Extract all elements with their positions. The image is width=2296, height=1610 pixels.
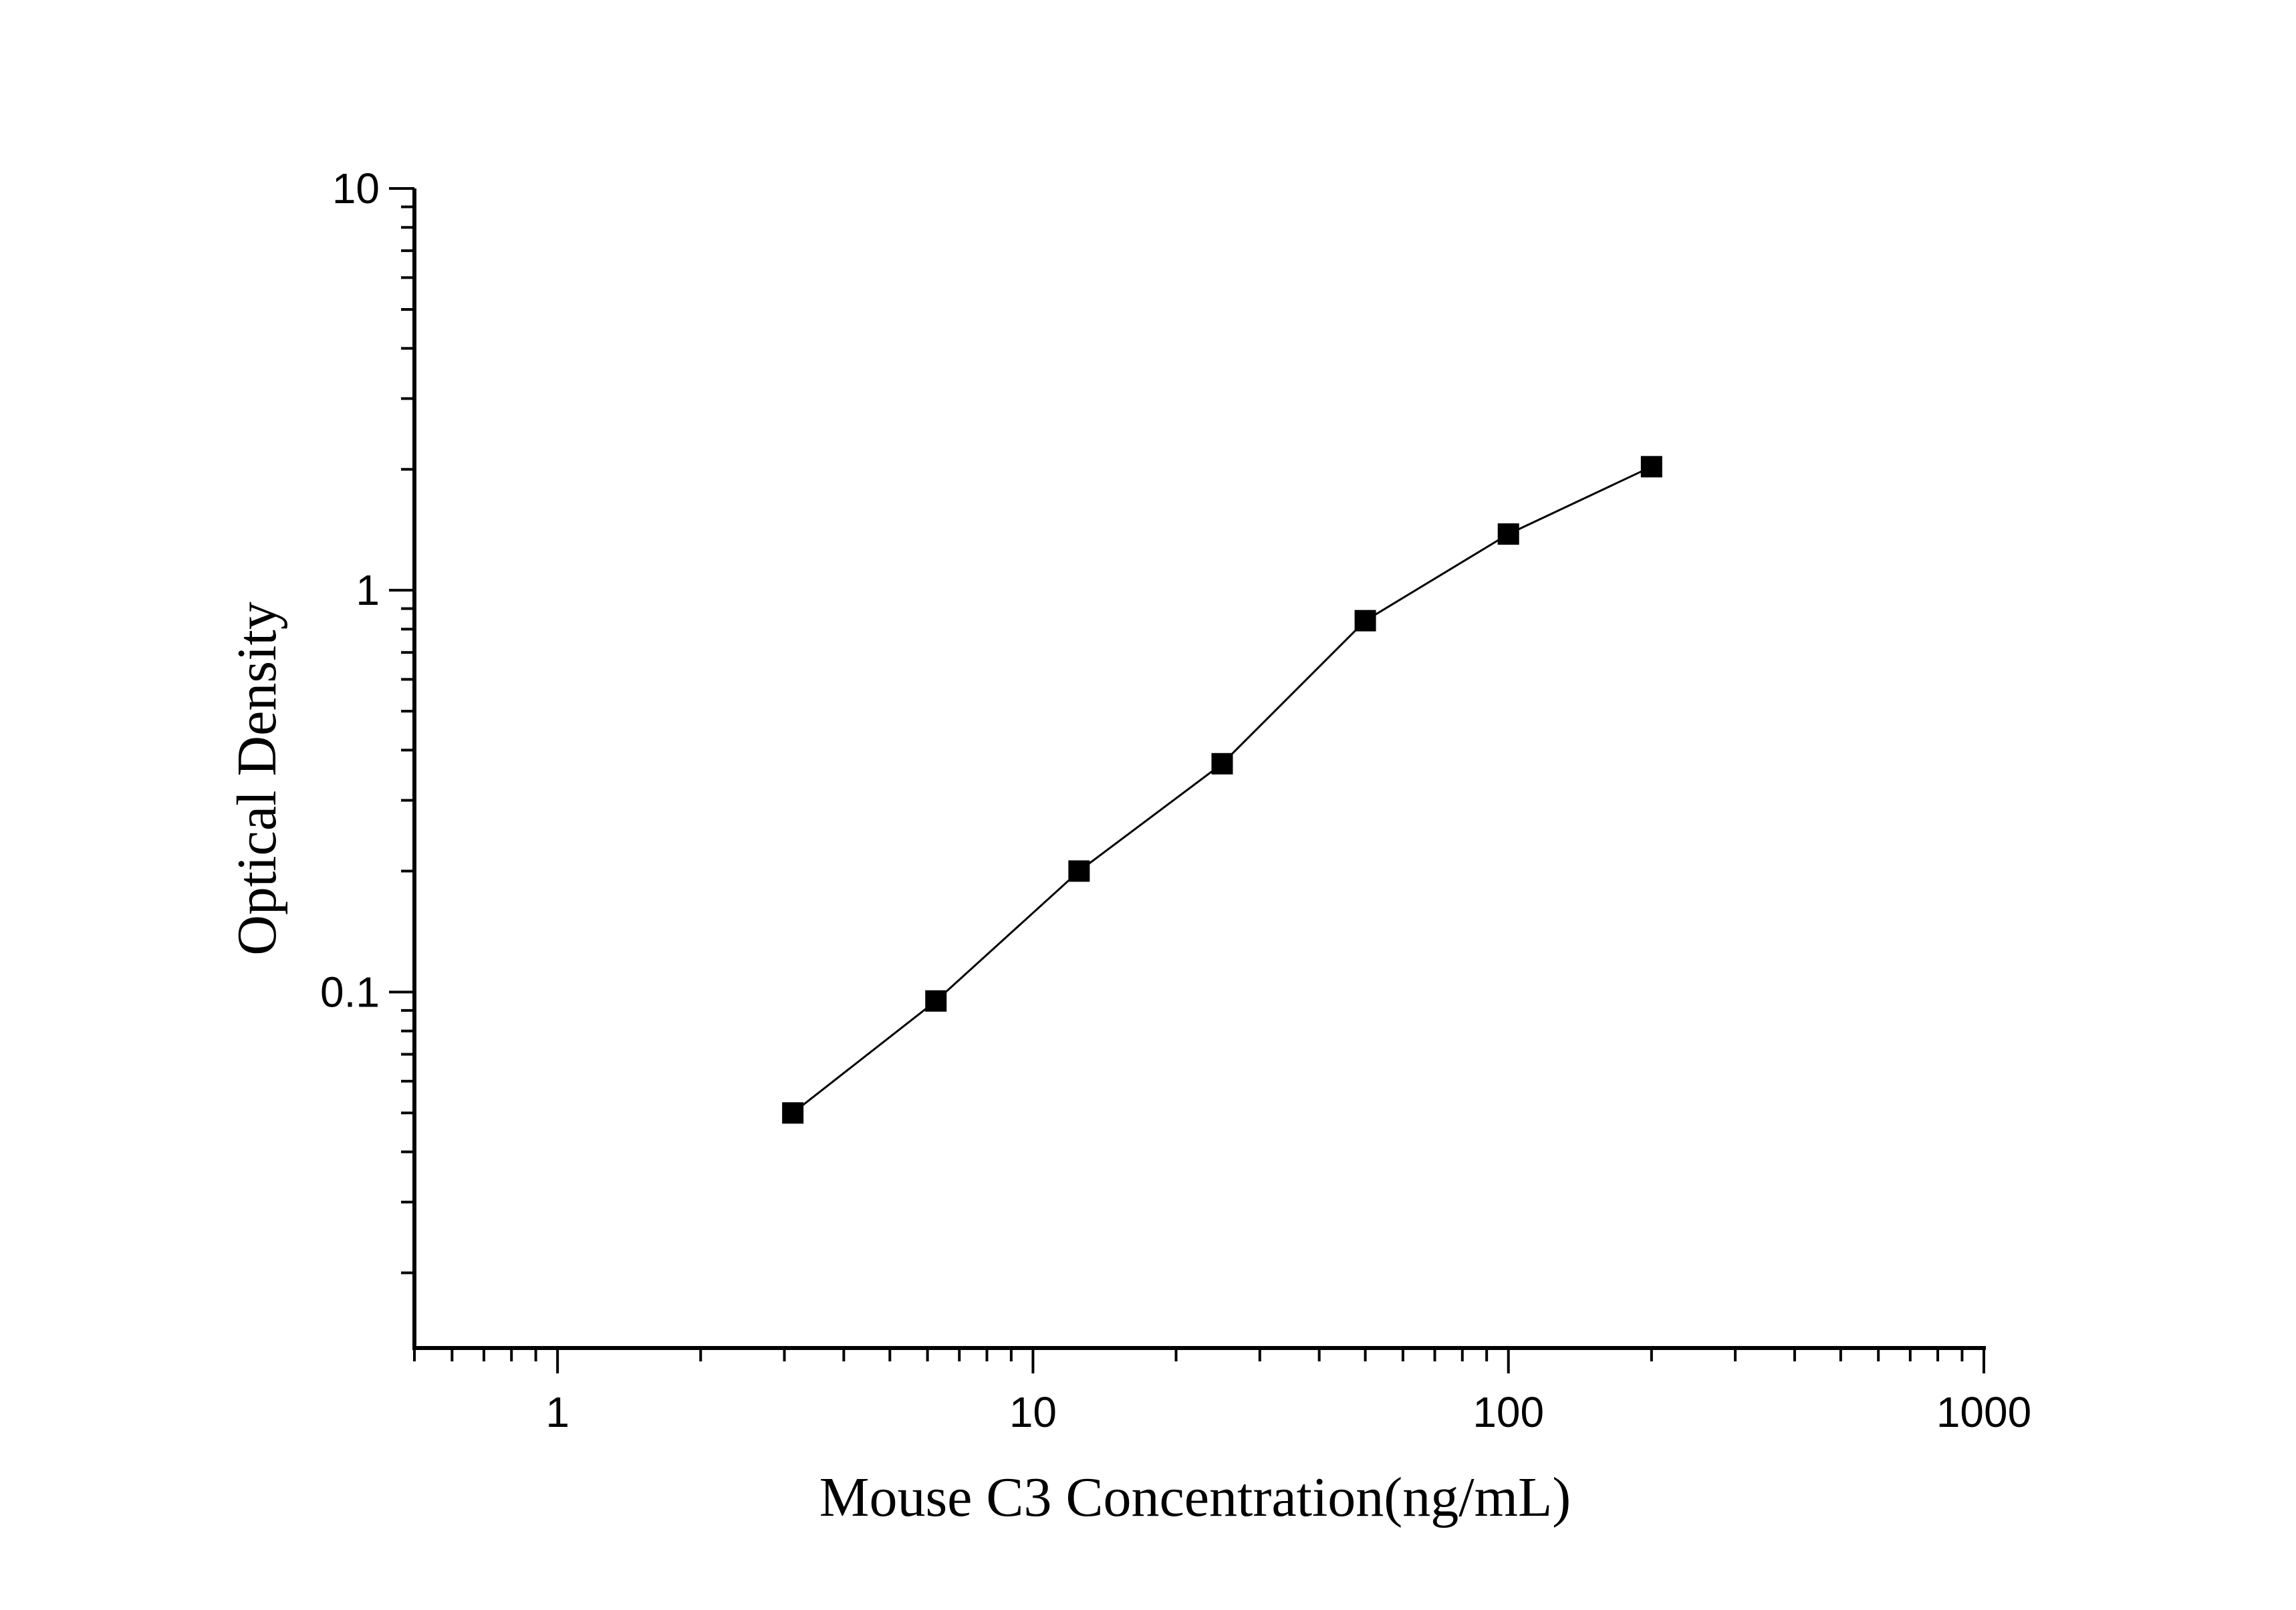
x-tick-label: 1000 xyxy=(1936,1388,2031,1436)
y-tick-label: 0.1 xyxy=(320,968,380,1016)
y-tick-label: 1 xyxy=(356,566,380,614)
data-point xyxy=(925,990,947,1012)
x-ticks: 1 10 100 1000 xyxy=(413,1348,2031,1436)
y-ticks: 0.1 1 10 xyxy=(320,164,414,1274)
x-axis-title: Mouse C3 Concentration(ng/mL) xyxy=(819,1466,1571,1528)
x-tick-label: 10 xyxy=(1009,1388,1057,1436)
data-point xyxy=(1354,610,1376,632)
data-point xyxy=(1497,523,1519,545)
data-series xyxy=(782,456,1662,1124)
data-point xyxy=(1068,860,1090,882)
series-line xyxy=(792,465,1652,1114)
y-axis-title: Optical Density xyxy=(226,601,288,956)
data-point xyxy=(1211,753,1233,775)
x-tick-label: 1 xyxy=(545,1388,569,1436)
data-point xyxy=(782,1102,804,1124)
data-point xyxy=(1640,456,1662,478)
x-tick-label: 100 xyxy=(1473,1388,1544,1436)
axes xyxy=(412,188,1986,1350)
y-tick-label: 10 xyxy=(332,164,380,213)
